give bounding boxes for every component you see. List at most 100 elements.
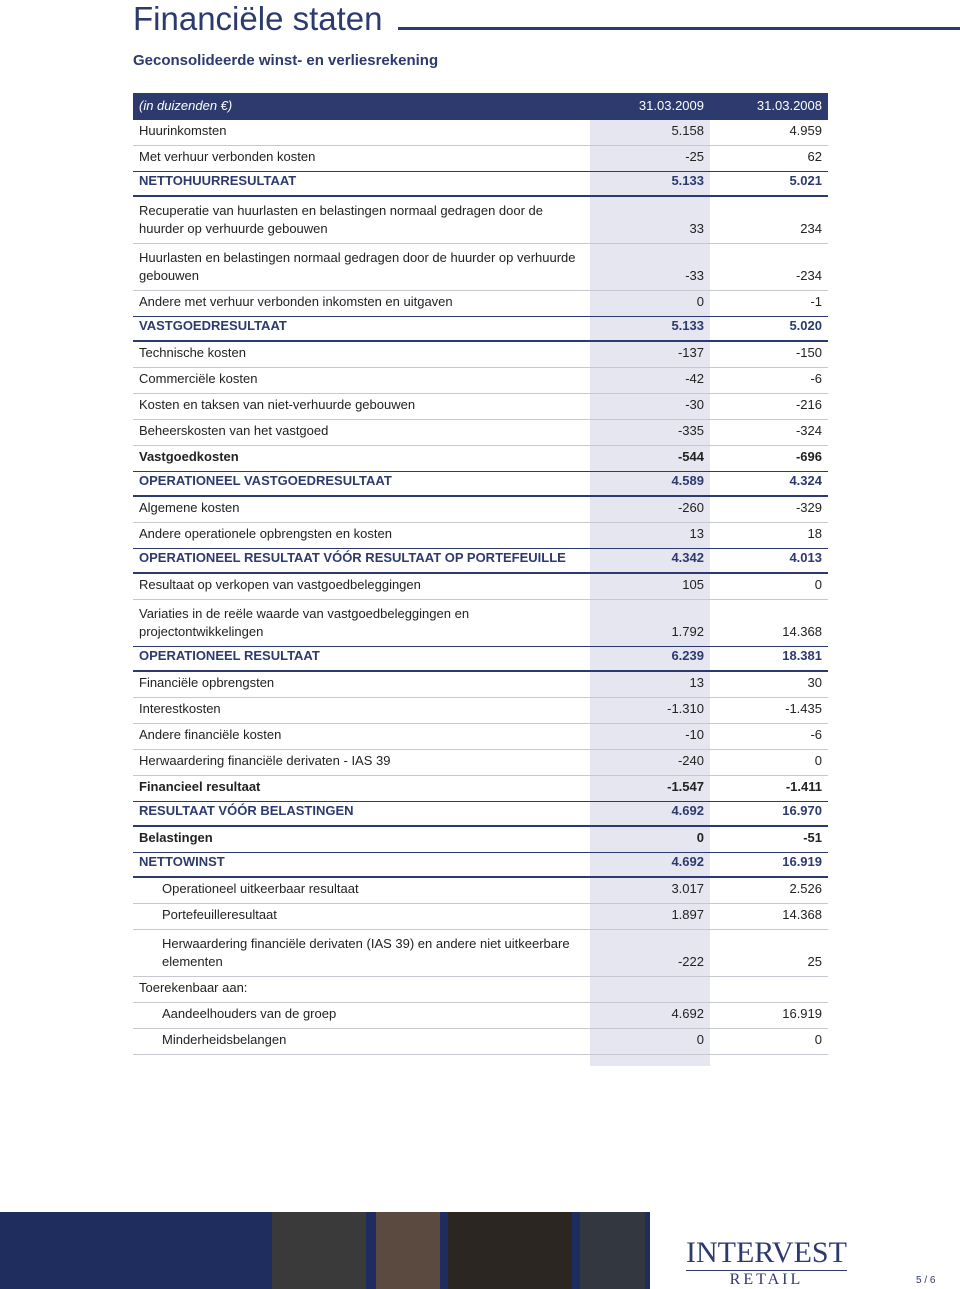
row-label: Financieel resultaat: [139, 779, 261, 794]
cell-2009: 0: [696, 1032, 704, 1047]
cell-2008: 0: [814, 1032, 822, 1047]
row-label: OPERATIONEEL RESULTAAT VÓÓR RESULTAAT OP…: [139, 550, 566, 565]
cell-2009: -1.547: [667, 779, 704, 794]
cell-2008: -51: [803, 830, 822, 845]
cell-2008: 16.970: [782, 803, 822, 818]
row-label: Resultaat op verkopen van vastgoedbelegg…: [139, 577, 421, 592]
cell-2009: 33: [689, 221, 704, 236]
cell-2008: 14.368: [782, 907, 822, 922]
row-label: Met verhuur verbonden kosten: [139, 149, 316, 164]
row-label: NETTOHUURRESULTAAT: [139, 173, 297, 188]
cell-2009: 5.133: [671, 318, 704, 333]
row-label: Huurinkomsten: [139, 123, 227, 138]
table-row: Andere operationele opbrengsten en koste…: [133, 523, 828, 549]
cell-2009: -260: [677, 500, 704, 515]
cell-2008: 5.021: [789, 173, 822, 188]
row-label: Huurlasten en belastingen normaal gedrag…: [139, 250, 576, 283]
cell-2008: -696: [795, 449, 822, 464]
row-label: Commerciële kosten: [139, 371, 258, 386]
cell-2009: 0: [696, 294, 704, 309]
row-label: Andere financiële kosten: [139, 727, 282, 742]
row-label: Financiële opbrengsten: [139, 675, 275, 690]
cell-2009: -222: [677, 954, 704, 969]
table-row: Operationeel uitkeerbaar resultaat 3.017 2…: [133, 878, 828, 904]
cell-2009: 13: [689, 675, 704, 690]
cell-2009: -10: [685, 727, 704, 742]
logo-text: INTERVEST: [686, 1236, 847, 1269]
cell-2008: 4.959: [789, 123, 822, 138]
title-rule: [398, 27, 960, 30]
table-row: NETTOHUURRESULTAAT 5.133 5.021: [133, 171, 828, 197]
table-row: Andere met verhuur verbonden inkomsten e…: [133, 291, 828, 317]
cell-2009: -335: [677, 423, 704, 438]
table-row: RESULTAAT VÓÓR BELASTINGEN 4.692 16.970: [133, 801, 828, 827]
row-label: Portefeuilleresultaat: [162, 907, 277, 922]
cell-2008: -234: [795, 268, 822, 283]
row-label: OPERATIONEEL RESULTAAT: [139, 648, 320, 663]
cell-2009: 0: [696, 830, 704, 845]
cell-2008: 18: [807, 526, 822, 541]
table-row: Commerciële kosten -42 -6: [133, 368, 828, 394]
page-title: Financiële staten: [133, 0, 383, 37]
cell-2008: -216: [795, 397, 822, 412]
table-row: Huurinkomsten 5.158 4.959: [133, 120, 828, 146]
table-row: OPERATIONEEL RESULTAAT VÓÓR RESULTAAT OP…: [133, 548, 828, 574]
row-label: VASTGOEDRESULTAAT: [139, 318, 287, 333]
row-label: Andere operationele opbrengsten en koste…: [139, 526, 392, 541]
table-row: Financieel resultaat -1.547 -1.411: [133, 776, 828, 802]
logo: INTERVEST RETAIL: [686, 1238, 847, 1289]
table-row: Huurlasten en belastingen normaal gedrag…: [133, 244, 828, 291]
cell-2008: 4.013: [789, 550, 822, 565]
cell-2009: -1.310: [667, 701, 704, 716]
row-label: Beheerskosten van het vastgoed: [139, 423, 329, 438]
row-label: Aandeelhouders van de groep: [162, 1006, 337, 1021]
cell-2008: -1: [810, 294, 822, 309]
cell-2008: 2.526: [789, 881, 822, 896]
table-row: Herwaardering financiële derivaten - IAS…: [133, 750, 828, 776]
table-row: Andere financiële kosten -10 -6: [133, 724, 828, 750]
row-label: OPERATIONEEL VASTGOEDRESULTAAT: [139, 473, 392, 488]
cell-2009: 105: [682, 577, 704, 592]
footer-photo: [580, 1212, 645, 1289]
table-row: Vastgoedkosten -544 -696: [133, 446, 828, 472]
row-label: Variaties in de reële waarde van vastgoe…: [139, 606, 470, 639]
cell-2009: -544: [677, 449, 704, 464]
cell-2009: [590, 997, 710, 1002]
footer-photo: [272, 1212, 366, 1289]
cell-2008: 234: [800, 221, 822, 236]
header-cell: (in duizenden €): [139, 98, 233, 113]
row-label: NETTOWINST: [139, 854, 225, 869]
subtitle: Geconsolideerde winst- en verliesrekenin…: [133, 52, 439, 69]
table-row: OPERATIONEEL RESULTAAT 6.239 18.381: [133, 646, 828, 672]
footer-photo: [448, 1212, 572, 1289]
cell-2008: -324: [795, 423, 822, 438]
cell-2009: -240: [677, 753, 704, 768]
cell-2009: -137: [677, 345, 704, 360]
footer-photo: [376, 1212, 440, 1289]
cell-2008: 4.324: [789, 473, 822, 488]
table-row: Resultaat op verkopen van vastgoedbelegg…: [133, 574, 828, 600]
cell-2009: 4.589: [671, 473, 704, 488]
header-cell: 31.03.2009: [638, 98, 704, 113]
cell-2009: 4.692: [671, 803, 704, 818]
cell-2009: -42: [685, 371, 704, 386]
logo-sub: RETAIL: [686, 1270, 847, 1289]
cell-2009: 5.133: [671, 173, 704, 188]
row-label: RESULTAAT VÓÓR BELASTINGEN: [139, 803, 354, 818]
cell-2008: 16.919: [782, 854, 822, 869]
cell-2008: 18.381: [782, 648, 822, 663]
cell-2009: 4.692: [671, 854, 704, 869]
row-label: Kosten en taksen van niet-verhuurde gebo…: [139, 397, 416, 412]
table-row: Algemene kosten -260 -329: [133, 497, 828, 523]
cell-2008: -1.411: [785, 779, 822, 794]
cell-2009: 1.792: [671, 624, 704, 639]
table-row: Herwaardering financiële derivaten (IAS …: [133, 930, 828, 977]
cell-2009: -33: [685, 268, 704, 283]
row-label: Technische kosten: [139, 345, 246, 360]
cell-2008: 25: [807, 954, 822, 969]
table-row: Recuperatie van huurlasten en belastinge…: [133, 197, 828, 244]
income-table: (in duizenden €) 31.03.2009 31.03.2008 H…: [133, 93, 828, 1055]
table-row: NETTOWINST 4.692 16.919: [133, 852, 828, 878]
table-row: Kosten en taksen van niet-verhuurde gebo…: [133, 394, 828, 420]
